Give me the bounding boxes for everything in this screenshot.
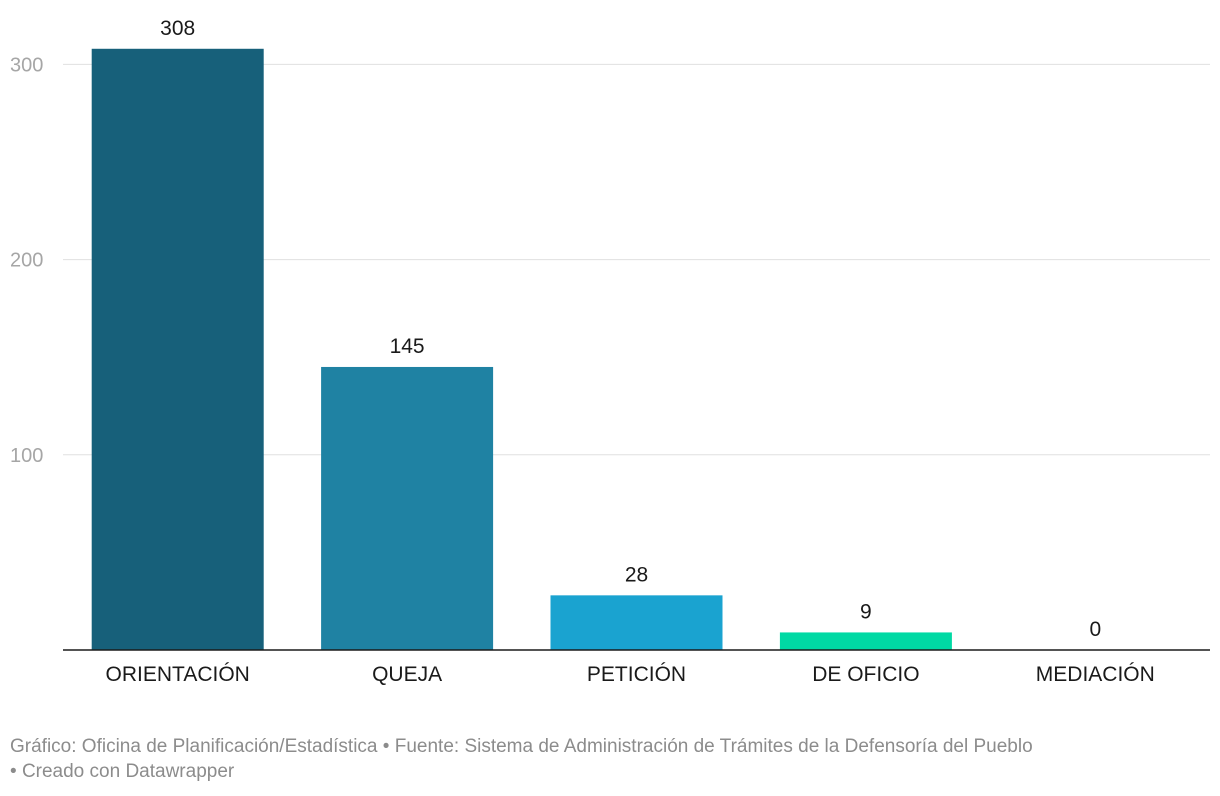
bar	[91, 48, 264, 651]
x-tick-label: DE OFICIO	[812, 663, 919, 686]
bar-value-label: 0	[1089, 618, 1101, 641]
bar-value-label: 145	[390, 335, 425, 358]
footer-source: Fuente: Sistema de Administración de Trá…	[394, 736, 1033, 757]
bar	[779, 632, 952, 650]
bar	[321, 366, 494, 650]
x-tick-label: QUEJA	[372, 663, 442, 686]
bar-value-label: 9	[860, 600, 872, 623]
footer-credit: Gráfico: Oficina de Planificación/Estadí…	[10, 736, 378, 757]
chart-footer: Gráfico: Oficina de Planificación/Estadí…	[10, 734, 1210, 784]
y-tick-label: 200	[10, 250, 43, 272]
footer-created-with: Creado con Datawrapper	[21, 761, 235, 782]
x-tick-label: PETICIÓN	[587, 663, 686, 686]
bar-value-label: 28	[625, 563, 648, 586]
bar-value-label: 308	[160, 17, 195, 40]
footer-separator: •	[382, 736, 390, 757]
bar-chart: 100 200 300 308 ORIENTACIÓN 145 QUEJA 28 PETICIÓ…	[10, 17, 1210, 686]
y-tick-label: 100	[10, 445, 43, 467]
footer-separator: •	[10, 761, 17, 782]
x-tick-label: ORIENTACIÓN	[106, 663, 250, 686]
y-tick-label: 300	[10, 54, 43, 76]
bar	[550, 595, 723, 650]
x-tick-label: MEDIACIÓN	[1036, 663, 1155, 686]
